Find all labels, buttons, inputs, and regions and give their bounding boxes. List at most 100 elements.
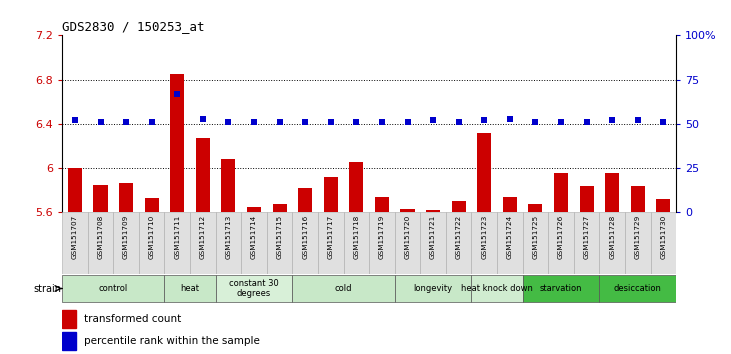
Bar [221, 159, 235, 212]
Bar [62, 310, 75, 328]
Text: GSM151708: GSM151708 [97, 214, 104, 258]
Bar [241, 212, 267, 274]
Text: GSM151711: GSM151711 [174, 214, 181, 258]
Text: GSM151717: GSM151717 [327, 214, 334, 258]
Bar [145, 198, 159, 212]
Bar [318, 212, 344, 274]
Text: GSM151721: GSM151721 [430, 214, 436, 258]
Bar [471, 275, 523, 302]
Text: percentile rank within the sample: percentile rank within the sample [83, 336, 260, 346]
Text: GSM151719: GSM151719 [379, 214, 385, 258]
Bar [292, 275, 395, 302]
Bar [190, 212, 216, 274]
Bar [247, 207, 261, 212]
Bar [574, 212, 599, 274]
Text: GSM151710: GSM151710 [148, 214, 155, 258]
Text: heat: heat [181, 284, 200, 293]
Text: constant 30
degrees: constant 30 degrees [229, 279, 279, 298]
Point [69, 118, 81, 123]
Text: GSM151724: GSM151724 [507, 214, 513, 258]
Bar [298, 188, 312, 212]
Point [145, 119, 158, 125]
Bar [605, 173, 619, 212]
Text: GSM151726: GSM151726 [558, 214, 564, 258]
Point [402, 119, 414, 125]
Bar [119, 183, 133, 212]
Bar [216, 275, 292, 302]
Point [581, 119, 593, 125]
Bar [656, 199, 670, 212]
Bar [529, 204, 542, 212]
Point [556, 119, 567, 125]
Bar [344, 212, 369, 274]
Text: GSM151723: GSM151723 [481, 214, 488, 258]
Bar [113, 212, 139, 274]
Bar [139, 212, 164, 274]
Point [478, 118, 490, 123]
Point [606, 118, 618, 123]
Bar [267, 212, 292, 274]
Bar [523, 212, 548, 274]
Text: GSM151718: GSM151718 [353, 214, 360, 258]
Point [325, 119, 336, 125]
Bar [599, 212, 625, 274]
Bar [446, 212, 471, 274]
Point [273, 119, 285, 125]
Bar [625, 212, 651, 274]
Bar [375, 197, 389, 212]
Bar [196, 138, 210, 212]
Text: GSM151714: GSM151714 [251, 214, 257, 258]
Bar [349, 161, 363, 212]
Text: GSM151707: GSM151707 [72, 214, 78, 258]
Bar [369, 212, 395, 274]
Point [222, 119, 234, 125]
Text: heat knock down: heat knock down [461, 284, 533, 293]
Bar [62, 332, 75, 350]
Point [632, 118, 644, 123]
Point [249, 119, 260, 125]
Point [376, 119, 387, 125]
Bar [273, 204, 287, 212]
Bar [94, 185, 107, 212]
Bar [426, 210, 440, 212]
Point [658, 119, 670, 125]
Point [351, 119, 363, 125]
Bar [395, 275, 471, 302]
Bar [68, 168, 82, 212]
Bar [651, 212, 676, 274]
Text: GSM151730: GSM151730 [660, 214, 667, 258]
Bar [548, 212, 574, 274]
Bar [62, 212, 88, 274]
Bar [62, 275, 164, 302]
Point [504, 116, 516, 121]
Text: GSM151729: GSM151729 [635, 214, 641, 258]
Point [427, 118, 439, 123]
Bar [497, 212, 523, 274]
Bar [292, 212, 318, 274]
Bar [631, 186, 645, 212]
Text: GSM151709: GSM151709 [123, 214, 129, 258]
Text: GSM151727: GSM151727 [583, 214, 590, 258]
Text: GSM151720: GSM151720 [404, 214, 411, 258]
Bar [324, 177, 338, 212]
Bar [580, 186, 594, 212]
Point [453, 119, 465, 125]
Text: desiccation: desiccation [614, 284, 662, 293]
Text: GSM151722: GSM151722 [455, 214, 462, 258]
Bar [523, 275, 599, 302]
Bar [164, 212, 190, 274]
Bar [216, 212, 241, 274]
Bar [554, 173, 568, 212]
Point [95, 119, 107, 125]
Text: GDS2830 / 150253_at: GDS2830 / 150253_at [62, 20, 205, 33]
Bar [420, 212, 446, 274]
Bar [452, 201, 466, 212]
Bar [599, 275, 676, 302]
Text: longevity: longevity [414, 284, 452, 293]
Text: starvation: starvation [539, 284, 583, 293]
Bar [401, 209, 414, 212]
Text: GSM151728: GSM151728 [609, 214, 616, 258]
Point [529, 119, 541, 125]
Text: control: control [99, 284, 128, 293]
Text: GSM151713: GSM151713 [225, 214, 232, 258]
